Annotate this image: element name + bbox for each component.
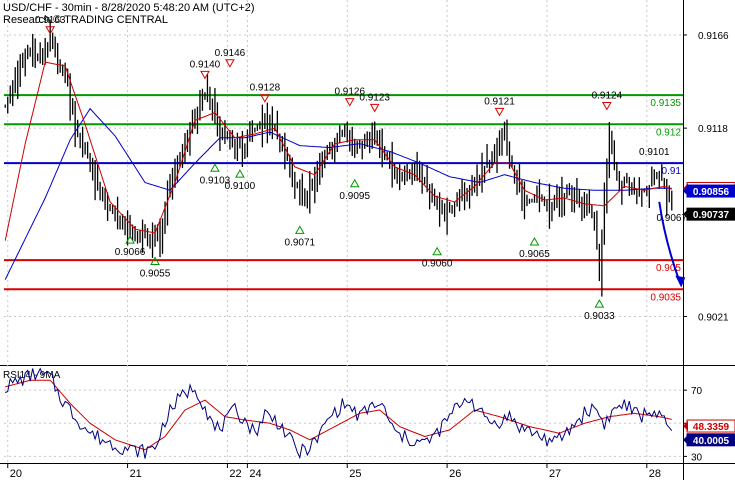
research-credit: Research © TRADING CENTRAL bbox=[3, 14, 168, 26]
rsi-axis-label: 30 bbox=[691, 452, 703, 463]
low-marker-triangle bbox=[432, 246, 442, 256]
price-badge-pointer bbox=[683, 186, 688, 197]
price-axis-label: 0.9021 bbox=[698, 312, 729, 323]
ma-fast-line bbox=[4, 61, 672, 241]
price-axis-label: 0.9118 bbox=[698, 124, 728, 135]
low-marker-label: 0.9060 bbox=[422, 259, 453, 270]
resistance-label: 0.912 bbox=[656, 127, 681, 138]
forecast-arrow-line bbox=[658, 201, 682, 284]
high-marker-label: 0.9121 bbox=[484, 96, 515, 107]
high-marker-label: 0.9128 bbox=[250, 83, 281, 94]
high-marker-triangle bbox=[200, 70, 210, 80]
forecast-arrow-head bbox=[675, 275, 686, 288]
high-marker-label: 0.9163 bbox=[35, 15, 66, 26]
time-axis-label: 26 bbox=[449, 468, 461, 480]
time-axis-label: 25 bbox=[349, 468, 361, 480]
low-marker-triangle bbox=[150, 256, 160, 265]
low-marker-triangle bbox=[529, 237, 540, 246]
low-marker-triangle bbox=[294, 225, 305, 234]
high-marker-triangle bbox=[344, 98, 355, 107]
rsi-line bbox=[5, 367, 673, 460]
low-marker-triangle bbox=[210, 163, 220, 172]
support-label: 0.9035 bbox=[650, 292, 681, 303]
rsi-ma-line bbox=[5, 379, 672, 451]
low-marker-triangle bbox=[125, 235, 135, 244]
high-marker-label: 0.9123 bbox=[359, 92, 390, 103]
price-badge-label: 0.90737 bbox=[693, 210, 730, 221]
ma-slow-line bbox=[4, 107, 672, 280]
low-marker-triangle bbox=[235, 169, 245, 178]
time-axis-label: 20 bbox=[10, 468, 22, 480]
low-marker-label: 0.9033 bbox=[584, 311, 615, 322]
low-marker-label: 0.9066 bbox=[115, 247, 146, 258]
rsi-badge-pointer bbox=[683, 421, 688, 432]
price-bars bbox=[4, 19, 673, 297]
time-axis-label: 28 bbox=[649, 468, 661, 480]
high-marker-triangle bbox=[225, 59, 235, 68]
low-marker-label: 0.9095 bbox=[339, 191, 370, 202]
high-marker-label: 0.9126 bbox=[334, 87, 365, 98]
rsi-badge-label: 40.0005 bbox=[693, 436, 730, 447]
high-marker-label: 0.9146 bbox=[215, 48, 246, 59]
low-marker-label: 0.9100 bbox=[225, 181, 256, 192]
high-marker-label: 0.9124 bbox=[592, 90, 623, 101]
rsi-badge-pointer bbox=[683, 434, 688, 445]
chart-title: USD/CHF - 30min - 8/28/2020 5:48:20 AM (… bbox=[3, 2, 255, 14]
price-annotation: 0.9067 bbox=[656, 213, 687, 224]
low-marker-triangle bbox=[594, 299, 605, 308]
support-resistance-lines: 0.9135 0.912 0.91 0.905 0.9035 bbox=[4, 94, 683, 303]
high-marker-triangle bbox=[45, 26, 56, 35]
low-marker-label: 0.9055 bbox=[140, 268, 171, 279]
support-label: 0.905 bbox=[656, 263, 681, 274]
resistance-label: 0.9135 bbox=[650, 98, 681, 109]
high-marker-label: 0.9140 bbox=[190, 59, 221, 70]
time-axis-label: 24 bbox=[249, 468, 261, 480]
rsi-axis-label: 70 bbox=[691, 386, 703, 397]
price-badge-label: 0.90856 bbox=[693, 187, 730, 198]
low-marker-label: 0.9071 bbox=[285, 237, 316, 248]
time-axis-label: 21 bbox=[130, 468, 142, 480]
high-marker-triangle bbox=[369, 103, 380, 113]
low-marker-label: 0.9065 bbox=[519, 249, 550, 260]
price-badge-pointer bbox=[683, 209, 688, 220]
low-marker-triangle bbox=[349, 178, 360, 188]
high-marker-triangle bbox=[494, 107, 505, 117]
low-marker-label: 0.9103 bbox=[200, 175, 231, 186]
price-annotation: 0.9101 bbox=[639, 147, 670, 158]
price-axis-label: 0.9166 bbox=[698, 31, 729, 42]
high-marker-triangle bbox=[260, 94, 270, 103]
time-axis-label: 22 bbox=[229, 468, 241, 480]
time-axis-label: 27 bbox=[549, 468, 561, 480]
rsi-badge-label: 48.3359 bbox=[693, 422, 730, 433]
high-marker-triangle bbox=[602, 101, 612, 111]
pivot-label: 0.91 bbox=[662, 166, 682, 177]
